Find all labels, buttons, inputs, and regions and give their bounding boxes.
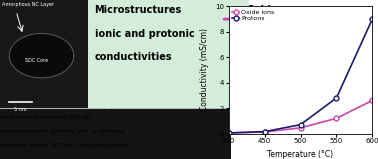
Text: nanocomposite particle and as-sintered: nanocomposite particle and as-sintered — [0, 129, 125, 134]
X-axis label: Temperature (°C): Temperature (°C) — [268, 150, 333, 159]
Text: Amorphous NC Layer: Amorphous NC Layer — [2, 2, 54, 7]
Text: Oxide: Oxide — [247, 5, 278, 15]
Bar — [108, 0, 231, 108]
Polygon shape — [9, 33, 74, 78]
Text: Core-shell structured SDC/NC: Core-shell structured SDC/NC — [0, 114, 93, 119]
Text: elevated dense SDC-NC nanocomposites: elevated dense SDC-NC nanocomposites — [0, 143, 129, 148]
Text: Microstructures: Microstructures — [94, 5, 182, 15]
Y-axis label: Conductivity (mS/cm): Conductivity (mS/cm) — [200, 28, 209, 111]
Bar — [0, 0, 108, 108]
Text: 5 nm: 5 nm — [14, 107, 27, 111]
Text: SDC Core: SDC Core — [25, 58, 48, 63]
Legend: Oxide ions, Protons: Oxide ions, Protons — [232, 10, 274, 21]
Bar — [88, 0, 249, 108]
Bar — [0, 108, 231, 159]
Text: ionic and protonic: ionic and protonic — [94, 29, 194, 39]
Text: conductivities: conductivities — [94, 52, 172, 62]
